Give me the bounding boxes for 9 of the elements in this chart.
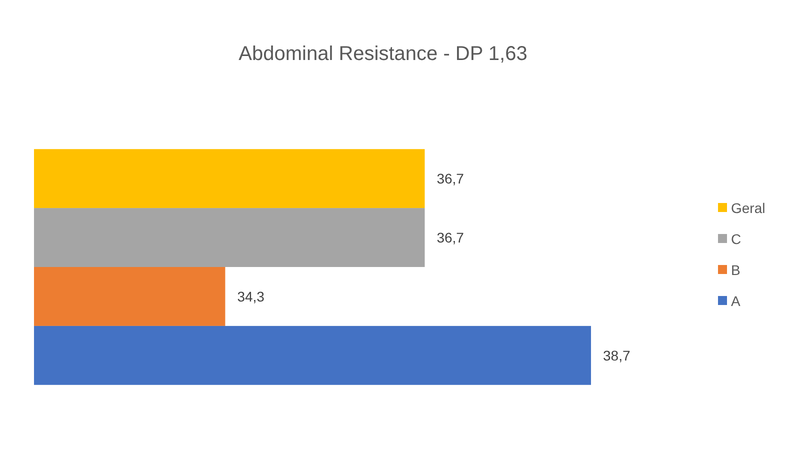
chart-title: Abdominal Resistance - DP 1,63	[238, 43, 528, 65]
legend-label: C	[731, 231, 742, 247]
legend-label: Geral	[731, 200, 766, 216]
legend-label: B	[731, 262, 740, 278]
data-label: 36,7	[436, 170, 464, 186]
legend-label: A	[731, 293, 741, 309]
data-label: 36,7	[436, 229, 464, 246]
data-label: 34,3	[237, 288, 265, 304]
data-label: 38,7	[603, 347, 630, 364]
